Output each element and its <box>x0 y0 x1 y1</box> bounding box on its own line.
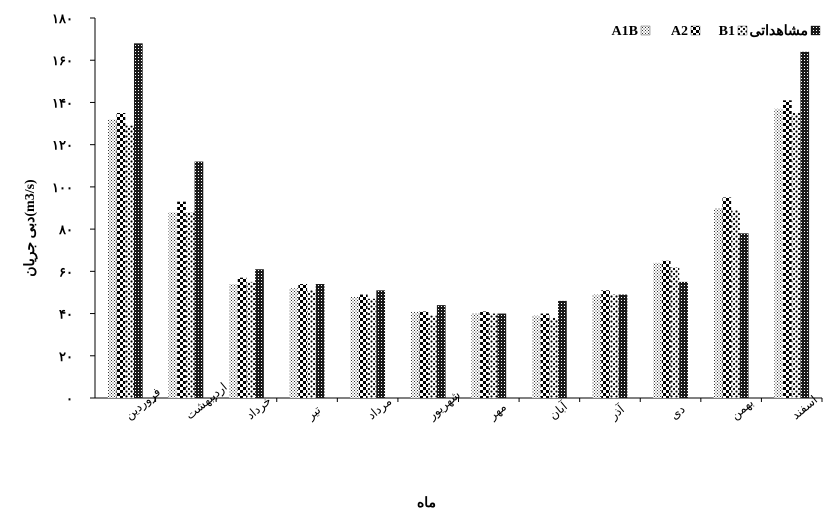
bar-مشاهداتی-3 <box>315 284 325 398</box>
legend-swatch-A1B <box>640 25 651 36</box>
bar-A2-6 <box>480 311 489 398</box>
bar-A1B-10 <box>713 208 723 398</box>
bar-مشاهداتی-9 <box>679 281 688 398</box>
bar-B1-10 <box>731 210 740 398</box>
bar-A1B-2 <box>229 284 238 398</box>
bar-مشاهداتی-8 <box>618 294 628 398</box>
legend-swatch-A2 <box>690 25 701 36</box>
bar-A2-8 <box>601 290 610 398</box>
bar-مشاهداتی-7 <box>558 300 567 398</box>
bar-مشاهداتی-11 <box>800 51 810 399</box>
bar-B1-1 <box>185 212 195 398</box>
y-axis-title: دبی جریان(m3/s) <box>23 179 38 277</box>
bar-A2-10 <box>722 197 732 398</box>
bars <box>107 43 810 399</box>
bar-A1B-3 <box>289 288 299 398</box>
bar-B1-11 <box>791 113 801 398</box>
bar-A2-4 <box>358 294 368 398</box>
bar-A2-5 <box>419 311 429 398</box>
bar-A2-0 <box>116 113 126 398</box>
bar-مشاهداتی-1 <box>194 161 204 398</box>
y-tick-label: ۱۸۰ <box>52 11 73 26</box>
bar-مشاهداتی-10 <box>739 233 749 398</box>
y-tick-label: ۲۰ <box>59 349 73 364</box>
bar-B1-3 <box>307 290 316 398</box>
bar-مشاهداتی-6 <box>497 313 507 398</box>
axes <box>90 17 823 402</box>
x-tick-label: مهر <box>485 400 509 423</box>
x-tick-label: آذر <box>605 401 627 423</box>
y-tick-label: ۱۶۰ <box>52 53 73 68</box>
bar-B1-7 <box>549 317 559 398</box>
bar-مشاهداتی-0 <box>133 43 143 398</box>
legend-swatch-B1 <box>737 25 748 36</box>
bar-A1B-6 <box>471 313 481 398</box>
bar-A1B-7 <box>531 315 541 398</box>
legend-label-A2: A2 <box>671 24 688 39</box>
y-tick-label: ۱۴۰ <box>52 95 73 110</box>
x-axis-title: ماه <box>417 496 436 511</box>
bar-A2-1 <box>177 201 186 398</box>
bar-B1-8 <box>609 294 619 398</box>
bar-B1-9 <box>670 267 680 398</box>
bar-مشاهداتی-5 <box>436 305 446 398</box>
bar-A2-11 <box>783 100 792 398</box>
bar-A2-2 <box>237 277 247 398</box>
x-tick-label: تیر <box>303 403 323 423</box>
bar-B1-5 <box>428 315 437 398</box>
legend-label-A1B: A1B <box>612 24 638 39</box>
bar-B1-2 <box>246 281 256 398</box>
bar-A1B-1 <box>168 212 178 398</box>
bar-A1B-11 <box>774 108 784 399</box>
bar-A2-9 <box>661 260 671 398</box>
bar-A1B-5 <box>410 311 420 398</box>
legend-swatch-مشاهداتی <box>810 25 821 36</box>
y-tick-label: ۸۰ <box>58 222 73 237</box>
bar-A1B-4 <box>350 296 359 398</box>
y-tick-label: ۰ <box>66 391 73 406</box>
legend-label-مشاهداتی: مشاهداتی <box>750 24 808 39</box>
legend: مشاهداتی B1 A2 A1B <box>612 24 821 39</box>
y-tick-label: ۴۰ <box>59 307 73 322</box>
x-tick-label: آبان <box>546 398 571 422</box>
y-tick-label: ۶۰ <box>59 264 73 279</box>
legend-label-B1: B1 <box>719 24 735 39</box>
bar-A1B-8 <box>592 294 602 398</box>
bar-B1-0 <box>125 125 134 399</box>
bar-A1B-9 <box>653 262 662 398</box>
bar-مشاهداتی-4 <box>376 290 386 398</box>
bar-A1B-0 <box>107 119 117 398</box>
bar-B1-6 <box>488 313 498 398</box>
bar-A2-7 <box>540 313 550 398</box>
y-tick-label: ۱۰۰ <box>52 180 73 195</box>
x-tick-label: بهمن <box>728 396 756 423</box>
bar-B1-4 <box>367 298 377 398</box>
bar-مشاهداتی-2 <box>255 269 264 398</box>
x-tick-label: دی <box>667 402 687 422</box>
bar-A2-3 <box>298 284 308 398</box>
y-tick-label: ۱۲۰ <box>52 138 73 153</box>
